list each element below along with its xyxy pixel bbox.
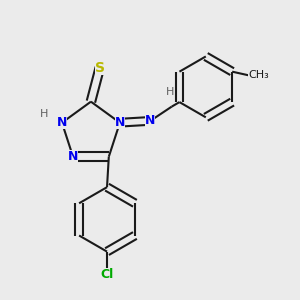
Text: Cl: Cl <box>100 268 114 281</box>
Text: S: S <box>95 61 105 75</box>
Text: N: N <box>57 116 67 129</box>
Text: CH₃: CH₃ <box>248 70 269 80</box>
Text: H: H <box>166 86 174 97</box>
Text: H: H <box>40 109 48 119</box>
Text: N: N <box>68 150 78 163</box>
Text: N: N <box>145 114 155 128</box>
Text: N: N <box>115 116 125 129</box>
